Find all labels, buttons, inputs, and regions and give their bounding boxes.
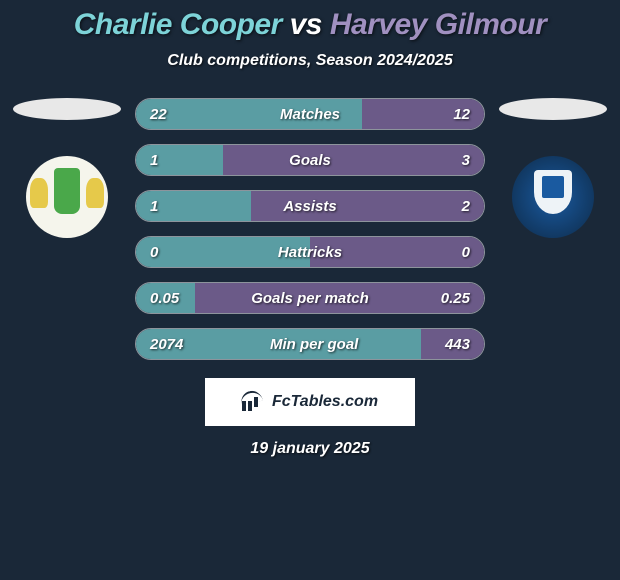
page-title: Charlie Cooper vs Harvey Gilmour (74, 8, 547, 42)
stat-fill-right (223, 145, 484, 175)
stat-bar-goals-per-match: 0.05 Goals per match 0.25 (135, 282, 485, 314)
stat-bar-hattricks: 0 Hattricks 0 (135, 236, 485, 268)
stats-column: 22 Matches 12 1 Goals 3 1 Assists 2 0 Hattricks 0 0.… (135, 98, 485, 360)
stat-value-left: 0.05 (150, 290, 179, 307)
stat-label: Min per goal (270, 336, 358, 353)
stat-value-left: 2074 (150, 336, 183, 353)
stat-bar-min-per-goal: 2074 Min per goal 443 (135, 328, 485, 360)
stat-label: Assists (283, 198, 336, 215)
player1-name: Charlie Cooper (74, 8, 282, 41)
stat-value-left: 0 (150, 244, 158, 261)
stat-bar-matches: 22 Matches 12 (135, 98, 485, 130)
yeovil-town-crest-icon (26, 156, 108, 238)
stat-value-right: 0 (462, 244, 470, 261)
stat-value-left: 1 (150, 152, 158, 169)
fctables-text: FcTables.com (272, 393, 378, 411)
stat-value-left: 1 (150, 198, 158, 215)
stat-label: Hattricks (278, 244, 342, 261)
fctables-badge[interactable]: FcTables.com (205, 378, 415, 426)
stat-bar-assists: 1 Assists 2 (135, 190, 485, 222)
fctables-logo-icon (242, 393, 264, 411)
right-team-col (497, 98, 609, 238)
player2-name: Harvey Gilmour (330, 8, 546, 41)
stat-value-right: 2 (462, 198, 470, 215)
stat-value-left: 22 (150, 106, 167, 123)
stat-value-right: 3 (462, 152, 470, 169)
stat-label: Goals per match (251, 290, 369, 307)
stat-value-right: 0.25 (441, 290, 470, 307)
left-team-col (11, 98, 123, 238)
stat-label: Matches (280, 106, 340, 123)
subtitle: Club competitions, Season 2024/2025 (167, 52, 452, 70)
left-country-ellipse (13, 98, 121, 120)
main-row: 22 Matches 12 1 Goals 3 1 Assists 2 0 Hattricks 0 0.… (0, 98, 620, 360)
vs-separator: vs (290, 8, 322, 41)
rochdale-crest-icon (512, 156, 594, 238)
stat-value-right: 12 (453, 106, 470, 123)
stat-label: Goals (289, 152, 331, 169)
comparison-card: Charlie Cooper vs Harvey Gilmour Club co… (0, 0, 620, 458)
stat-bar-goals: 1 Goals 3 (135, 144, 485, 176)
date-label: 19 january 2025 (250, 440, 369, 458)
stat-value-right: 443 (445, 336, 470, 353)
right-country-ellipse (499, 98, 607, 120)
